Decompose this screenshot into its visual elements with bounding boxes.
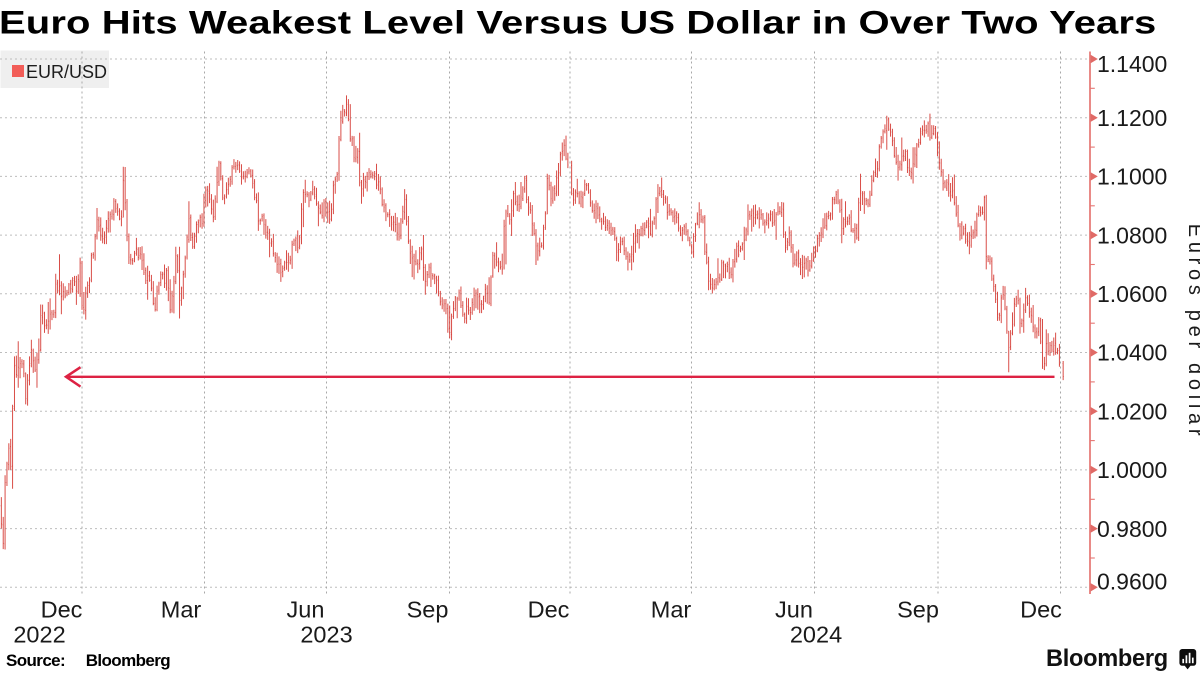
svg-text:1.1000: 1.1000 xyxy=(1097,164,1167,190)
svg-text:1.1400: 1.1400 xyxy=(1097,51,1167,77)
svg-text:2023: 2023 xyxy=(300,622,352,648)
svg-text:Euros per dollar: Euros per dollar xyxy=(1184,224,1200,440)
svg-text:Sep: Sep xyxy=(897,597,939,623)
svg-text:Dec: Dec xyxy=(528,597,570,623)
svg-text:1.0400: 1.0400 xyxy=(1097,340,1167,366)
svg-text:Jun: Jun xyxy=(775,597,813,623)
svg-text:1.0200: 1.0200 xyxy=(1097,398,1167,424)
svg-text:1.1200: 1.1200 xyxy=(1097,105,1167,131)
svg-text:Sep: Sep xyxy=(407,597,449,623)
svg-text:Dec: Dec xyxy=(1020,597,1062,623)
svg-text:1.0800: 1.0800 xyxy=(1097,222,1167,248)
svg-text:0.9800: 0.9800 xyxy=(1097,516,1167,542)
svg-text:Jun: Jun xyxy=(287,597,325,623)
svg-text:Mar: Mar xyxy=(651,597,692,623)
svg-text:0.9600: 0.9600 xyxy=(1097,568,1167,594)
svg-text:2022: 2022 xyxy=(13,622,65,648)
svg-text:Mar: Mar xyxy=(161,597,202,623)
svg-text:1.0000: 1.0000 xyxy=(1097,457,1167,483)
svg-text:Dec: Dec xyxy=(41,597,83,623)
svg-text:1.0600: 1.0600 xyxy=(1097,281,1167,307)
svg-text:2024: 2024 xyxy=(790,622,842,648)
